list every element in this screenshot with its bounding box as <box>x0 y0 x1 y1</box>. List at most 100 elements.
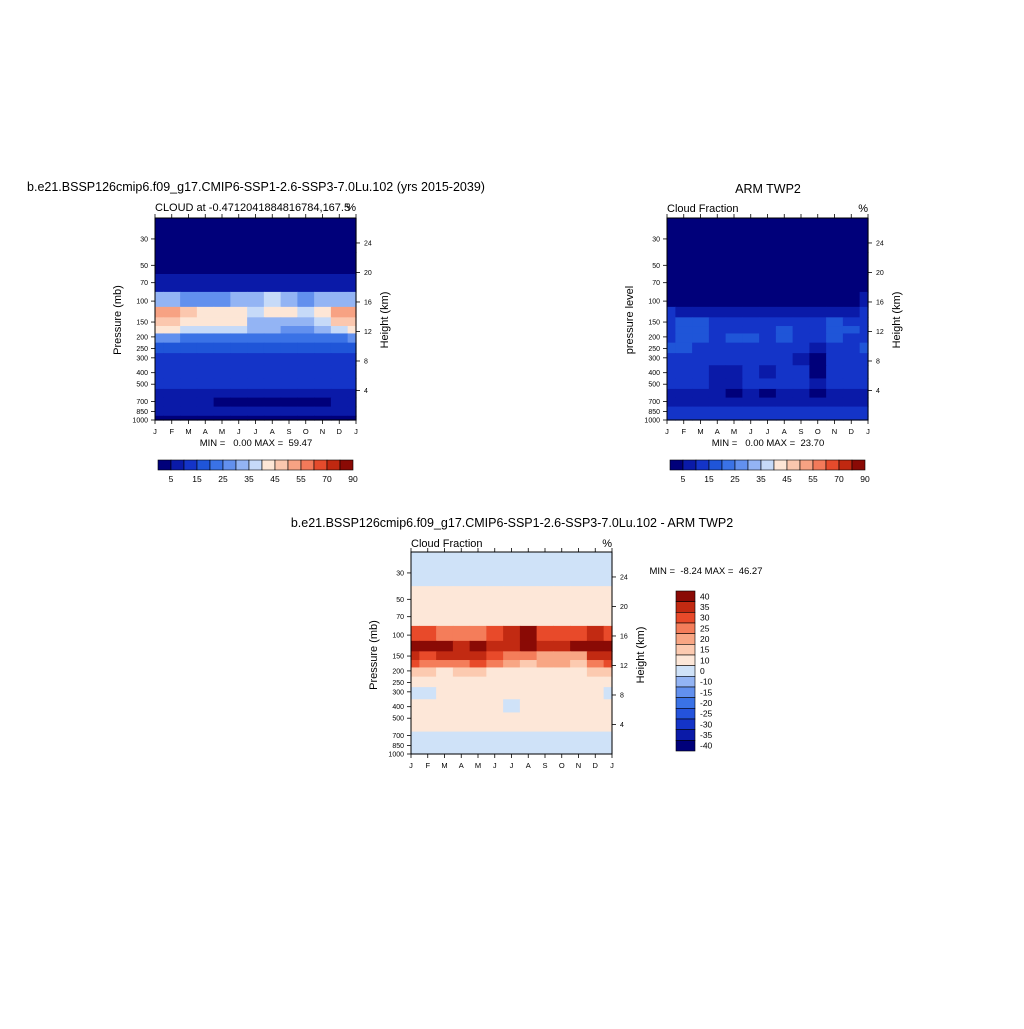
contour-cell <box>536 640 554 652</box>
contour-cell <box>503 586 521 609</box>
contour-cell <box>859 378 869 390</box>
contour-cell <box>503 749 521 755</box>
contour-cell <box>213 274 231 293</box>
contour-cell <box>826 378 844 390</box>
contour-cell <box>180 415 198 421</box>
contour-cell <box>792 291 810 308</box>
colorbar-swatch <box>747 459 762 471</box>
contour-cell <box>230 406 248 417</box>
contour-cell <box>314 218 332 253</box>
contour-cell <box>196 333 215 344</box>
y-tick-label: 1000 <box>388 752 404 759</box>
contour-cell <box>759 218 777 253</box>
contour-cell <box>314 306 332 318</box>
contour-cell <box>553 608 571 627</box>
contour-cell <box>792 333 810 344</box>
y2-tick-label: 20 <box>364 270 372 277</box>
contour-cell <box>297 353 315 366</box>
x-tick-label: J <box>610 761 614 770</box>
contour-cell <box>280 353 298 366</box>
contour-cell <box>452 687 471 700</box>
model-contour-plot: J F M A M J J A S O N D J 30 50 70 100 150 200 250 300 400 500… <box>132 214 372 436</box>
contour-cell <box>536 699 554 714</box>
contour-cell <box>280 317 298 327</box>
contour-cell <box>280 326 298 335</box>
contour-cell <box>436 625 454 642</box>
x-tick-label: N <box>320 427 325 436</box>
contour-cell <box>603 552 613 587</box>
contour-cell <box>536 625 554 642</box>
contour-cell <box>196 378 215 390</box>
contour-cell <box>842 342 861 354</box>
contour-cell <box>503 625 521 642</box>
contour-cell <box>486 731 504 742</box>
contour-cell <box>742 342 760 354</box>
contour-cell <box>163 291 181 308</box>
colorbar-label: 25 <box>700 623 710 633</box>
contour-cell <box>280 415 298 421</box>
contour-cell <box>452 667 471 678</box>
contour-cell <box>842 317 861 327</box>
contour-cell <box>419 676 437 688</box>
contour-cell <box>708 306 727 318</box>
contour-cell <box>536 740 554 751</box>
obs-y-axis-label: pressure level <box>624 286 636 354</box>
diff-y2-axis-label: Height (km) <box>635 627 647 684</box>
contour-cell <box>603 731 613 742</box>
contour-cell <box>692 415 710 421</box>
contour-cell <box>775 218 794 253</box>
colorbar-label: 45 <box>782 474 792 484</box>
colorbar-swatch <box>695 459 710 471</box>
contour-cell <box>519 722 538 733</box>
contour-cell <box>603 740 613 751</box>
contour-cell <box>536 749 554 755</box>
contour-cell <box>826 333 844 344</box>
contour-cell <box>759 326 777 335</box>
contour-cell <box>725 406 743 417</box>
contour-cell <box>411 586 420 609</box>
contour-cell <box>586 731 605 742</box>
contour-cell <box>280 378 298 390</box>
contour-cell <box>411 722 420 733</box>
contour-cell <box>775 317 794 327</box>
contour-cell <box>163 317 181 327</box>
colorbar-swatch <box>326 459 341 471</box>
contour-cell <box>708 326 727 335</box>
contour-cell <box>536 722 554 733</box>
y-tick-label: 700 <box>648 399 660 406</box>
contour-cell <box>263 342 282 354</box>
contour-cell <box>486 586 504 609</box>
contour-cell <box>155 333 164 344</box>
contour-cell <box>675 415 693 421</box>
contour-cell <box>196 406 215 417</box>
contour-cell <box>196 326 215 335</box>
contour-cell <box>280 365 298 380</box>
contour-cell <box>809 415 827 421</box>
contour-cell <box>742 397 760 408</box>
contour-cell <box>603 608 613 627</box>
contour-cell <box>586 676 605 688</box>
contour-cell <box>452 660 471 669</box>
x-tick-label: M <box>475 761 481 770</box>
contour-cell <box>603 712 613 724</box>
contour-cell <box>347 342 357 354</box>
contour-cell <box>419 667 437 678</box>
contour-cell <box>519 731 538 742</box>
contour-cell <box>692 342 710 354</box>
contour-cell <box>180 378 198 390</box>
contour-cell <box>742 406 760 417</box>
contour-cell <box>230 317 248 327</box>
x-tick-label: S <box>542 761 547 770</box>
x-tick-label: A <box>459 761 464 770</box>
contour-cell <box>155 365 164 380</box>
contour-cell <box>725 326 743 335</box>
contour-cell <box>859 342 869 354</box>
x-tick-label: M <box>697 427 703 436</box>
contour-cell <box>725 388 743 399</box>
diff-panel: b.e21.BSSP126cmip6.f09_g17.CMIP6-SSP1-2.… <box>291 516 763 770</box>
colorbar-label: 0 <box>700 666 705 676</box>
contour-cell <box>809 353 827 366</box>
contour-cell <box>314 333 332 344</box>
contour-cell <box>452 712 471 724</box>
contour-cell <box>570 625 588 642</box>
